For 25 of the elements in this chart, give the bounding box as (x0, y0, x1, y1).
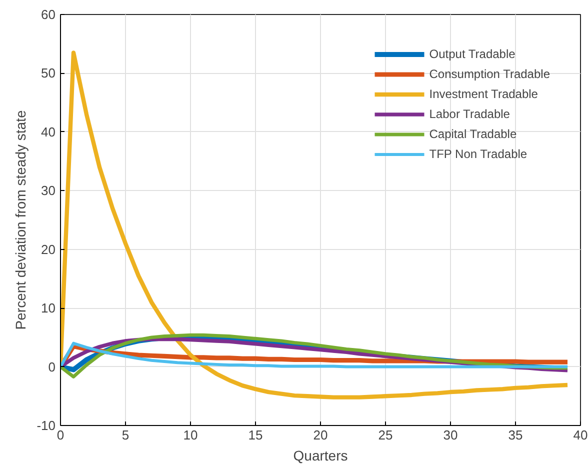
x-tick-label: 5 (122, 428, 130, 442)
legend-label: Capital Tradable (429, 127, 517, 141)
y-tick-label: 20 (41, 242, 56, 257)
y-tick-label: 10 (41, 300, 56, 316)
x-tick-label: 25 (378, 428, 393, 442)
x-tick-label: 20 (313, 428, 328, 442)
x-tick-label: 15 (248, 428, 263, 442)
y-tick-label: 60 (41, 7, 56, 22)
line-series (60, 50, 570, 400)
legend-label: Labor Tradable (429, 107, 510, 121)
legend-label: Output Tradable (429, 47, 516, 61)
y-tick-label: 0 (48, 359, 56, 374)
y-tick-label: 40 (41, 124, 56, 140)
x-tick-label: 35 (508, 428, 523, 442)
legend-label: TFP Non Tradable (429, 147, 528, 161)
y-axis-title: Percent deviation from steady state (12, 110, 29, 330)
x-tick-label: 30 (443, 428, 458, 442)
legend-label: Investment Tradable (429, 87, 538, 101)
x-tick-label: 40 (573, 428, 588, 442)
y-tick-label: 30 (41, 183, 56, 198)
y-tick-label: 50 (41, 66, 56, 81)
x-axis-title: Quarters (293, 448, 348, 464)
legend-label: Consumption Tradable (429, 67, 550, 81)
y-tick-label: -10 (36, 418, 56, 433)
x-tick-label: 10 (183, 428, 198, 442)
